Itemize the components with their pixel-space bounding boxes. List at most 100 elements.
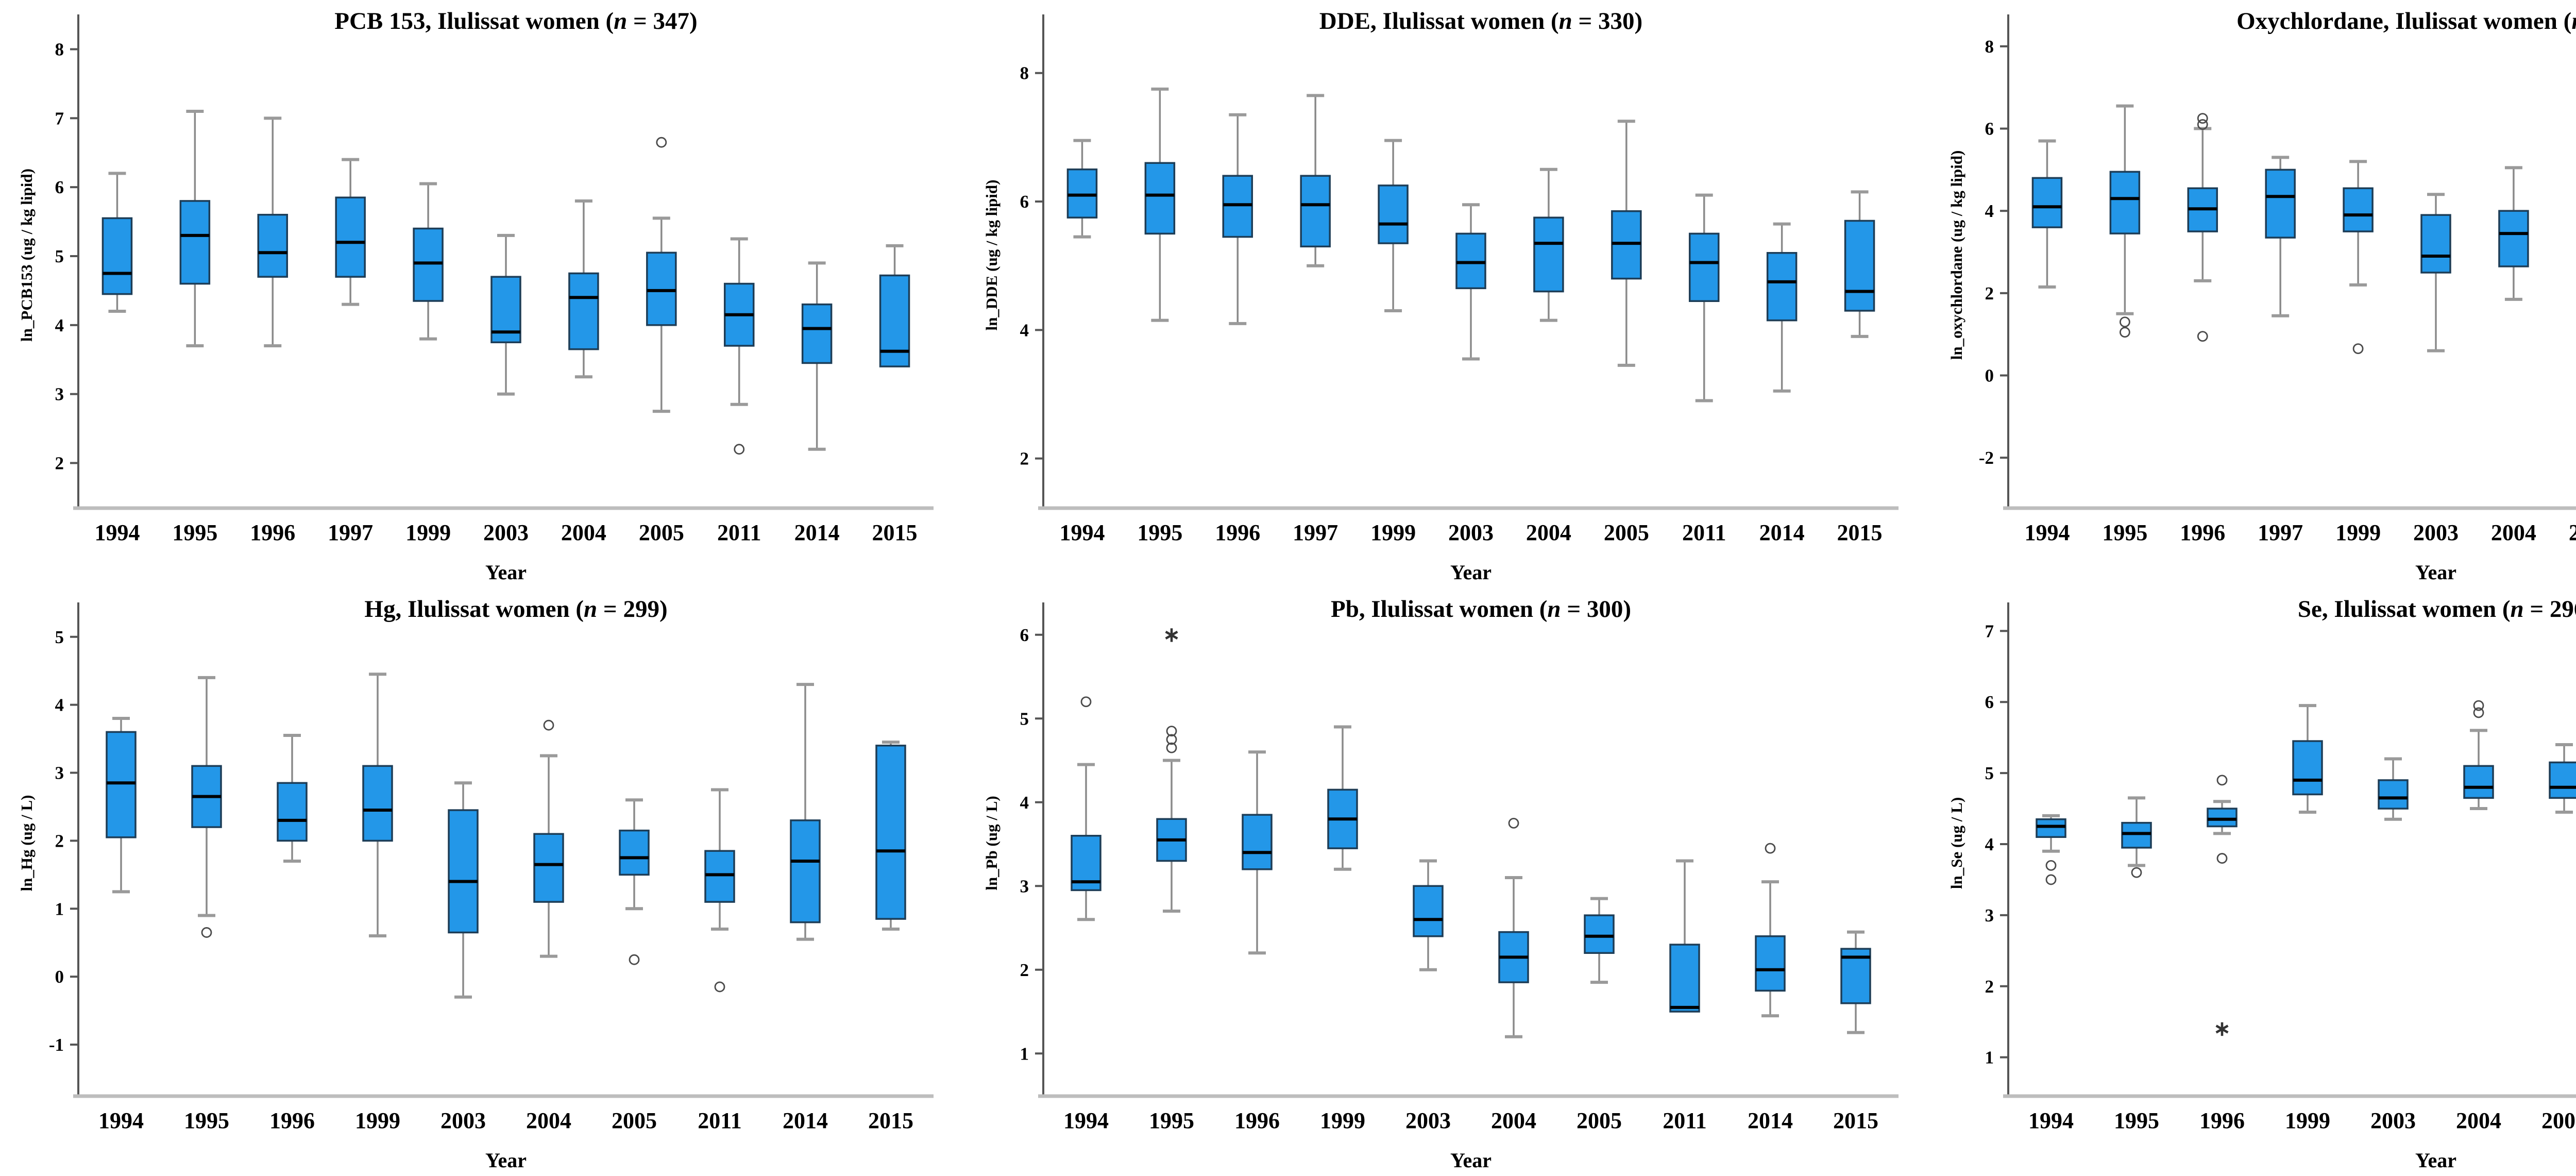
x-tick-label-2004: 2004 xyxy=(1526,520,1571,545)
x-tick-label-1996: 1996 xyxy=(269,1108,315,1133)
iqr-box xyxy=(1669,944,1700,1013)
iqr-box xyxy=(2420,214,2451,274)
x-tick-label-1997: 1997 xyxy=(2258,520,2303,545)
iqr-box xyxy=(790,819,821,923)
outlier-point xyxy=(2473,707,2484,718)
box-group-1997 xyxy=(2265,156,2296,317)
panel-title: DDE, Ilulissat women (n = 330) xyxy=(1319,8,1643,35)
extreme-point: ∗ xyxy=(2213,1017,2231,1040)
box-group-1999 xyxy=(413,182,444,341)
box-group-2014 xyxy=(790,683,821,941)
box-group-1996 xyxy=(2187,113,2218,342)
iqr-box xyxy=(1300,175,1331,248)
x-tick-label-1995: 1995 xyxy=(184,1108,229,1133)
outlier-point xyxy=(629,954,640,965)
box-group-1994 xyxy=(106,717,137,894)
outlier-point xyxy=(1166,742,1177,753)
x-tick-label-1996: 1996 xyxy=(2199,1108,2245,1133)
iqr-box xyxy=(2207,808,2238,828)
box-group-2011 xyxy=(1669,859,1700,1013)
x-tick-label-2003: 2003 xyxy=(1448,520,1494,545)
box-group-2014 xyxy=(1755,843,1786,1018)
iqr-box xyxy=(2498,210,2529,267)
y-tick-label: 5 xyxy=(55,246,64,266)
outlier-point xyxy=(1080,696,1092,708)
box-group-1996 xyxy=(1242,750,1273,955)
box-group-1994 xyxy=(101,172,133,313)
y-tick-label: 2 xyxy=(1020,960,1029,980)
iqr-box xyxy=(179,200,211,285)
y-tick-label: 4 xyxy=(1020,793,1029,813)
box-group-2004 xyxy=(2498,166,2529,301)
box-group-2003 xyxy=(2420,193,2451,352)
x-tick-label-2005: 2005 xyxy=(639,520,684,545)
iqr-box xyxy=(1844,220,1875,312)
outlier-point xyxy=(2473,700,2484,711)
x-tick-label-2005: 2005 xyxy=(1604,520,1649,545)
y-tick-label: 6 xyxy=(1020,625,1029,645)
iqr-box xyxy=(2343,187,2374,232)
outlier-point xyxy=(2045,874,2057,885)
y-tick-label: 6 xyxy=(1020,192,1029,212)
box-group-1999 xyxy=(2292,704,2323,814)
outlier-point xyxy=(656,137,667,148)
iqr-box xyxy=(1688,232,1720,303)
iqr-box xyxy=(2036,818,2066,838)
box-group-1995: ∗ xyxy=(1156,623,1187,913)
iqr-box xyxy=(2463,765,2494,799)
iqr-box xyxy=(1455,232,1486,290)
outlier-point xyxy=(2119,327,2130,338)
x-tick-label-2014: 2014 xyxy=(1759,520,1805,545)
outlier-point xyxy=(1166,734,1177,745)
iqr-box xyxy=(106,731,137,838)
box-group-1994 xyxy=(2036,814,2066,885)
x-tick-label-1995: 1995 xyxy=(1137,520,1182,545)
x-tick-label-1999: 1999 xyxy=(1320,1108,1365,1133)
x-tick-label-2004: 2004 xyxy=(526,1108,571,1133)
y-tick-label: 4 xyxy=(1020,320,1029,340)
panel-pb: Pb, Ilulissat women (n = 300) ln_Pb (ug … xyxy=(965,588,1930,1176)
outlier-point xyxy=(2197,113,2208,124)
boxplot-svg: 123456719941995∗199619992003200420052011… xyxy=(1985,602,2576,1172)
panel-dde: DDE, Ilulissat women (n = 330) ln_DDE (u… xyxy=(965,0,1930,588)
extreme-point: ∗ xyxy=(1163,623,1180,646)
iqr-box xyxy=(1584,914,1615,954)
box-group-2005 xyxy=(2549,743,2576,814)
x-axis-label: Year xyxy=(2415,1149,2456,1172)
y-tick-label: 4 xyxy=(55,695,64,715)
y-tick-label: 3 xyxy=(1020,876,1029,896)
panel-oxychlordane: Oxychlordane, Ilulissat women (n = 347) … xyxy=(1930,0,2576,588)
box-group-2014 xyxy=(801,261,833,451)
iqr-box xyxy=(2292,740,2323,796)
boxplot-svg: -1 0 1 2 3 4 5 1994 1995 1996 1999 2003 2004 2005 2011… xyxy=(49,602,934,1172)
y-tick-label: 4 xyxy=(55,315,64,335)
box-group-2015 xyxy=(1844,190,1875,338)
y-tick-label: 2 xyxy=(1985,283,1994,304)
iqr-box xyxy=(2378,779,2409,810)
x-tick-label-2011: 2011 xyxy=(698,1108,742,1133)
box-group-1999 xyxy=(362,673,393,938)
outlier-point xyxy=(734,444,745,455)
box-group-1994 xyxy=(1066,139,1098,239)
x-tick-label-2004: 2004 xyxy=(561,520,606,545)
outlier-point xyxy=(2197,331,2208,342)
x-tick-label-2015: 2015 xyxy=(1833,1108,1878,1133)
outlier-point xyxy=(1166,726,1177,737)
panel-title: PCB 153, Ilulissat women (n = 347) xyxy=(334,8,698,35)
box-group-2005 xyxy=(619,798,650,965)
box-group-2011 xyxy=(704,788,735,993)
y-tick-label: 0 xyxy=(1985,365,1994,385)
x-tick-label-1997: 1997 xyxy=(1293,520,1338,545)
boxplot-svg: -202468199419951996199719992003200420052… xyxy=(1979,14,2576,584)
y-tick-label: 7 xyxy=(1985,621,1994,641)
x-tick-label-2014: 2014 xyxy=(783,1108,828,1133)
x-axis-label: Year xyxy=(1450,1149,1492,1172)
box-group-2003 xyxy=(448,781,479,999)
box-group-2015 xyxy=(879,244,910,367)
y-tick-label: 5 xyxy=(1020,709,1029,729)
box-group-1995 xyxy=(2121,796,2152,878)
y-tick-label: 0 xyxy=(55,967,64,987)
iqr-box xyxy=(704,850,735,903)
x-tick-label-2011: 2011 xyxy=(1682,520,1726,545)
iqr-box xyxy=(533,833,564,903)
